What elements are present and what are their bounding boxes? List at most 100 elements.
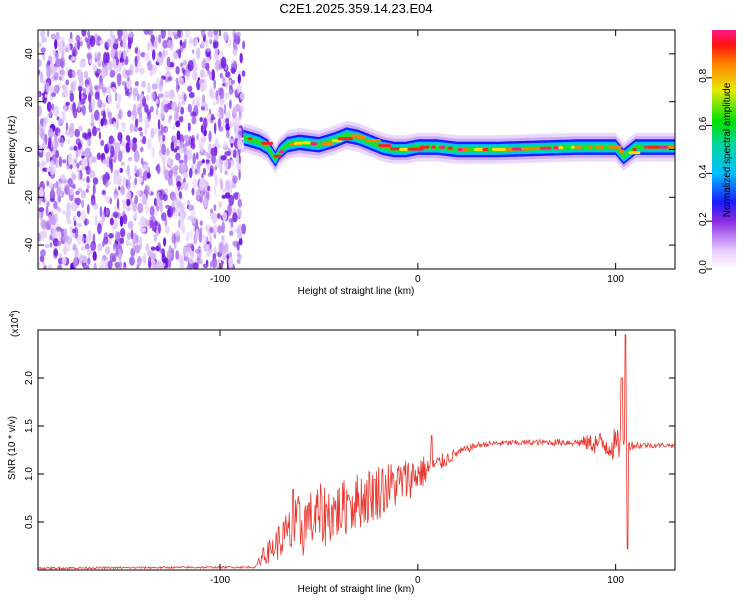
noise-speckle — [220, 155, 227, 161]
noise-speckle — [196, 133, 199, 141]
snr-axes: -100 0 100 0.5 1.0 1.5 2.0 — [24, 330, 675, 586]
noise-speckle — [126, 198, 131, 207]
noise-speckle — [202, 94, 205, 103]
noise-speckle — [145, 202, 150, 215]
noise-speckle — [200, 30, 205, 38]
noise-speckle — [73, 145, 78, 151]
noise-speckle — [86, 184, 91, 189]
noise-speckle — [195, 218, 198, 230]
noise-speckle — [76, 234, 83, 245]
noise-speckle — [152, 49, 156, 61]
noise-speckle — [76, 222, 83, 228]
noise-speckle — [81, 235, 85, 244]
noise-speckle — [229, 159, 235, 164]
noise-speckle — [213, 185, 217, 196]
noise-speckle — [224, 242, 229, 253]
noise-speckle — [126, 166, 130, 175]
noise-speckle — [178, 159, 184, 164]
noise-speckle — [45, 205, 49, 217]
noise-speckle — [103, 232, 109, 241]
noise-speckle — [203, 117, 208, 130]
noise-speckle — [209, 226, 214, 234]
noise-speckle — [208, 130, 212, 143]
noise-speckle — [75, 197, 81, 206]
x-tick-label: -100 — [210, 575, 230, 586]
noise-speckle — [78, 78, 84, 87]
noise-speckle — [45, 156, 50, 163]
noise-speckle — [106, 38, 111, 48]
noise-speckle — [120, 122, 127, 127]
noise-speckle — [189, 37, 193, 45]
noise-speckle — [228, 86, 234, 95]
noise-speckle — [235, 103, 241, 112]
noise-speckle — [60, 228, 65, 237]
noise-speckle — [99, 205, 103, 218]
noise-speckle — [131, 110, 135, 116]
noise-speckle — [200, 106, 205, 111]
noise-speckle — [150, 246, 156, 251]
noise-speckle — [100, 258, 106, 267]
noise-speckle — [38, 261, 41, 269]
noise-speckle — [214, 47, 219, 56]
noise-speckle — [56, 187, 61, 197]
ridge-hotspot — [366, 139, 381, 143]
noise-speckle — [94, 91, 99, 100]
noise-speckle — [156, 163, 161, 175]
noise-speckle — [172, 124, 176, 131]
noise-speckle — [185, 231, 190, 243]
noise-speckle — [238, 237, 243, 246]
noise-speckle — [212, 101, 217, 106]
noise-speckle — [232, 240, 238, 247]
noise-speckle — [179, 224, 186, 231]
noise-speckle — [175, 250, 179, 260]
noise-speckle — [237, 198, 242, 208]
noise-speckle — [76, 210, 81, 218]
noise-speckle — [86, 38, 91, 49]
noise-speckle — [87, 94, 91, 102]
noise-speckle — [199, 220, 203, 226]
noise-speckle — [90, 112, 94, 125]
noise-speckle — [121, 81, 127, 86]
noise-speckle — [162, 39, 169, 49]
noise-speckle — [40, 71, 44, 84]
noise-speckle — [61, 110, 65, 119]
noise-speckle — [60, 174, 66, 182]
noise-speckle — [175, 146, 180, 151]
noise-speckle — [148, 256, 152, 268]
noise-speckle — [201, 234, 207, 245]
ridge-hotspot — [447, 146, 453, 150]
noise-speckle — [196, 163, 201, 170]
noise-speckle — [224, 79, 229, 90]
noise-speckle — [208, 144, 211, 153]
noise-speckle — [109, 217, 114, 226]
noise-speckle — [176, 181, 182, 188]
noise-speckle — [173, 209, 179, 218]
noise-speckle — [185, 251, 190, 257]
noise-speckle — [199, 258, 203, 265]
noise-speckle — [195, 249, 201, 254]
ridge-hotspot — [648, 145, 661, 149]
noise-speckle — [236, 83, 243, 95]
noise-speckle — [108, 135, 114, 145]
noise-speckle — [165, 66, 171, 71]
noise-speckle — [77, 142, 82, 150]
noise-speckle — [117, 150, 123, 162]
ridge-hotspot — [492, 148, 508, 151]
noise-speckle — [198, 138, 204, 148]
noise-speckle — [72, 228, 77, 234]
noise-speckle — [51, 103, 55, 111]
noise-speckle — [38, 207, 45, 213]
noise-speckle — [222, 77, 225, 83]
noise-speckle — [178, 220, 181, 229]
noise-speckle — [88, 151, 92, 158]
noise-speckle — [234, 227, 241, 234]
noise-speckle — [107, 111, 112, 119]
y-tick-label: 0.5 — [24, 515, 35, 529]
noise-speckle — [157, 93, 164, 98]
noise-speckle — [177, 77, 183, 82]
noise-speckle — [220, 178, 223, 191]
noise-speckle — [167, 259, 172, 269]
colorbar-label: Normalized spectral amplitude — [722, 82, 733, 217]
ridge-hotspot — [482, 148, 489, 151]
noise-speckle — [223, 103, 227, 115]
